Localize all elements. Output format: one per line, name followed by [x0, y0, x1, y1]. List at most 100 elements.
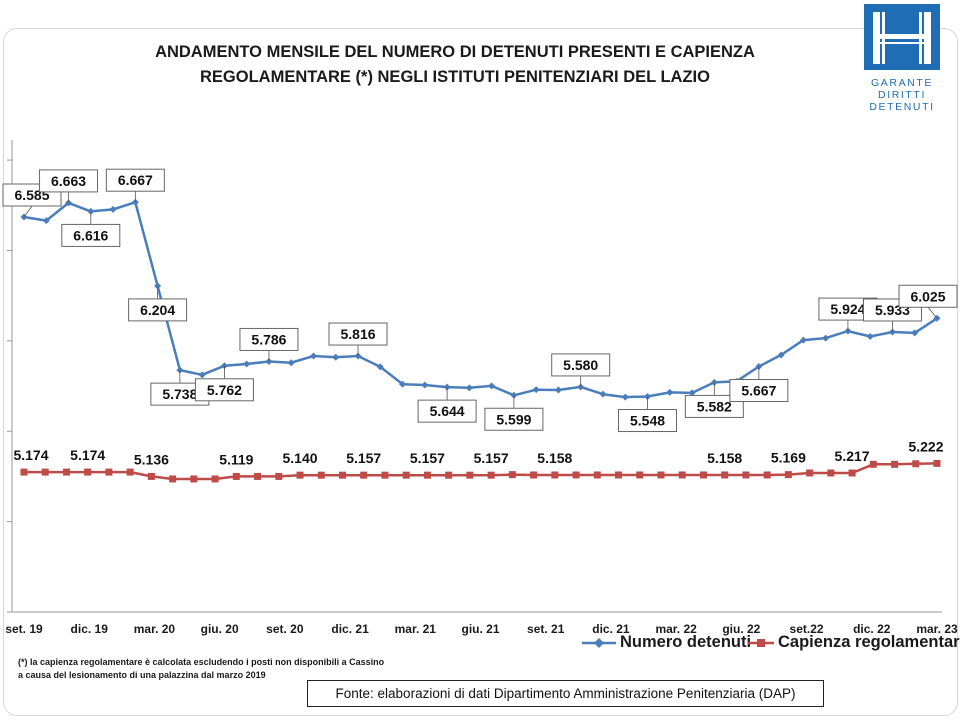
detenuti-label-box [328, 322, 388, 346]
detenuti-point [198, 371, 206, 379]
footnote: (*) la capienza regolamentare è calcolat… [18, 656, 385, 682]
capienza-point [317, 471, 325, 479]
detenuti-label-box [551, 353, 611, 377]
detenuti-label-box [105, 168, 165, 192]
capienza-point [62, 468, 70, 476]
detenuti-data-label: 5.644 [430, 403, 465, 419]
capienza-data-label: 5.222 [908, 438, 943, 454]
detenuti-data-label: 5.924 [830, 301, 865, 317]
y-ticks [7, 159, 12, 613]
detenuti-label-box [128, 298, 188, 322]
capienza-point [296, 471, 304, 479]
capienza-point [402, 471, 410, 479]
logo-bars-icon [873, 12, 931, 64]
capienza-data-label: 5.157 [474, 450, 509, 466]
detenuti-point [309, 352, 317, 360]
detenuti-data-label: 5.816 [341, 326, 376, 342]
detenuti-label-box [61, 223, 121, 247]
detenuti-data-label: 6.025 [910, 288, 945, 304]
capienza-point [445, 471, 453, 479]
x-tick-label: mar. 20 [134, 622, 176, 636]
capienza-point [806, 469, 814, 477]
x-tick-label: dic. 21 [331, 622, 369, 636]
legend-label-capienza: Capienza regolamentare [778, 633, 960, 651]
legend-label-detenuti: Numero detenuti [620, 633, 752, 651]
chart-frame [3, 28, 958, 716]
capienza-point [593, 471, 601, 479]
detenuti-data-label: 6.667 [118, 172, 153, 188]
detenuti-data-label: 5.738 [162, 386, 197, 402]
x-tick-label: dic. 19 [71, 622, 109, 636]
footnote-line-2: a causa del lesionamento di una palazzin… [18, 670, 266, 680]
detenuti-point [332, 353, 340, 361]
detenuti-point [822, 334, 830, 342]
detenuti-point [666, 388, 674, 396]
capienza-point [848, 469, 856, 477]
x-tick-label: giu. 21 [461, 622, 499, 636]
capienza-point [636, 471, 644, 479]
capienza-point [169, 475, 177, 483]
detenuti-point [465, 384, 473, 392]
x-tick-label: dic. 22 [853, 622, 891, 636]
capienza-point [721, 471, 729, 479]
detenuti-point [554, 386, 562, 394]
detenuti-point [621, 393, 629, 401]
logo-text-1: GARANTE [871, 77, 933, 89]
capienza-data-label: 5.119 [219, 451, 253, 467]
legend-swatch-detenuti [582, 637, 616, 648]
capienza-point [105, 468, 113, 476]
x-tick-label: mar. 21 [395, 622, 437, 636]
logo-text-2: DIRITTI [878, 89, 926, 101]
capienza-point [678, 471, 686, 479]
x-tick-label: mar. 23 [916, 622, 958, 636]
capienza-point [84, 468, 92, 476]
capienza-point [699, 471, 707, 479]
capienza-data-label: 5.157 [346, 450, 381, 466]
capienza-data-label: 5.140 [282, 450, 317, 466]
capienza-data-label: 5.136 [134, 451, 169, 467]
x-tick-label: giu. 20 [201, 622, 239, 636]
footnote-line-1: (*) la capienza regolamentare è calcolat… [18, 657, 385, 667]
capienza-point [869, 460, 877, 468]
capienza-point [360, 471, 368, 479]
detenuti-data-label: 5.786 [251, 331, 286, 347]
capienza-data-label: 5.217 [835, 448, 870, 464]
capienza-point [551, 471, 559, 479]
title-line-2: REGOLAMENTARE (*) NEGLI ISTITUTI PENITEN… [200, 68, 710, 86]
detenuti-data-label: 5.582 [697, 398, 732, 414]
detenuti-data-label: 5.548 [630, 413, 665, 429]
chart-title: ANDAMENTO MENSILE DEL NUMERO DI DETENUTI… [90, 40, 820, 90]
x-tick-label: set. 19 [5, 622, 43, 636]
capienza-point [254, 472, 262, 480]
detenuti-point [42, 217, 50, 225]
capienza-point [508, 471, 516, 479]
capienza-point [763, 471, 771, 479]
capienza-point [742, 471, 750, 479]
capienza-point [615, 471, 623, 479]
x-tick-label: set. 21 [527, 622, 565, 636]
detenuti-data-label: 6.204 [140, 302, 175, 318]
detenuti-point [421, 381, 429, 389]
x-tick-label: giu. 22 [722, 622, 760, 636]
detenuti-label-leader [927, 306, 938, 319]
capienza-data-label: 5.158 [537, 450, 572, 466]
detenuti-label-box [39, 169, 99, 193]
detenuti-data-label: 5.599 [496, 411, 531, 427]
capienza-data-label: 5.174 [13, 447, 48, 463]
detenuti-label-box [194, 378, 254, 402]
detenuti-label-box [729, 379, 789, 403]
detenuti-data-label: 6.663 [51, 173, 86, 189]
capienza-point [126, 468, 134, 476]
detenuti-point [799, 336, 807, 344]
legend-item-capienza: Capienza regolamentare [748, 633, 960, 652]
x-tick-labels: set. 19 dic. 19 mar. 20 giu. 20 set. 20 dic. … [5, 622, 958, 636]
x-tick-label: set.22 [790, 622, 824, 636]
capienza-point [466, 471, 474, 479]
capienza-line [24, 462, 938, 481]
detenuti-label-box [684, 394, 744, 418]
detenuti-label-box [484, 407, 544, 431]
capienza-data-label: 5.158 [707, 450, 742, 466]
detenuti-label-box [618, 409, 678, 433]
detenuti-point [688, 389, 696, 397]
